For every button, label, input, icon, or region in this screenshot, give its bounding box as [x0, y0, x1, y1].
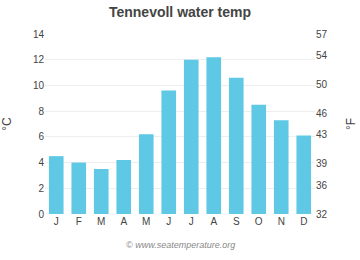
- svg-text:14: 14: [33, 29, 45, 40]
- svg-text:F: F: [76, 216, 82, 227]
- svg-text:S: S: [233, 216, 240, 227]
- svg-text:O: O: [255, 216, 263, 227]
- svg-text:A: A: [120, 216, 127, 227]
- svg-text:N: N: [278, 216, 285, 227]
- svg-text:M: M: [142, 216, 150, 227]
- svg-text:4: 4: [38, 157, 44, 168]
- svg-text:32: 32: [316, 209, 328, 220]
- svg-text:54: 54: [316, 50, 328, 61]
- svg-text:46: 46: [316, 108, 328, 119]
- svg-text:M: M: [97, 216, 105, 227]
- svg-text:J: J: [166, 216, 171, 227]
- svg-text:J: J: [189, 216, 194, 227]
- svg-text:A: A: [210, 216, 217, 227]
- svg-text:°F: °F: [344, 118, 358, 130]
- svg-text:Tennevoll water temp: Tennevoll water temp: [109, 4, 251, 20]
- svg-text:57: 57: [316, 29, 328, 40]
- svg-text:J: J: [54, 216, 59, 227]
- svg-text:6: 6: [38, 131, 44, 142]
- svg-text:2: 2: [38, 183, 44, 194]
- svg-text:12: 12: [33, 54, 45, 65]
- svg-text:36: 36: [316, 180, 328, 191]
- svg-text:0: 0: [38, 209, 44, 220]
- svg-text:50: 50: [316, 79, 328, 90]
- svg-text:°C: °C: [0, 117, 14, 131]
- svg-text:© www.seatemperature.org: © www.seatemperature.org: [126, 240, 235, 250]
- svg-text:D: D: [300, 216, 307, 227]
- svg-text:39: 39: [316, 158, 328, 169]
- svg-text:43: 43: [316, 129, 328, 140]
- svg-text:8: 8: [38, 106, 44, 117]
- svg-text:10: 10: [33, 80, 45, 91]
